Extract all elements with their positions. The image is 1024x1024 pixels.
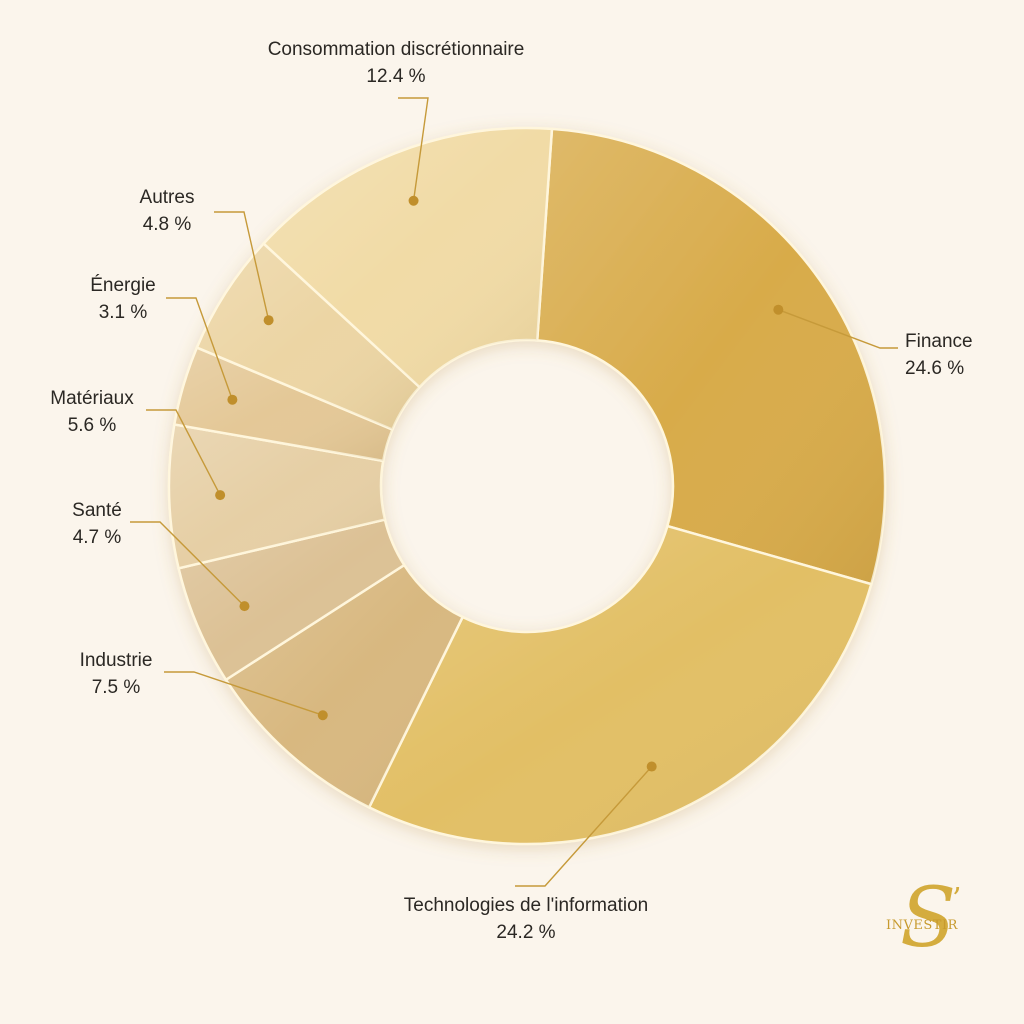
leader-line-energie <box>166 297 234 400</box>
slice-name: Finance <box>905 331 973 352</box>
slice-name: Santé <box>72 500 122 521</box>
leader-dot-consommation-discretionnaire <box>408 195 419 206</box>
leader-dot-materiaux <box>215 490 226 501</box>
leader-dot-industrie <box>317 710 328 721</box>
slice-label-industrie: Industrie 7.5 % <box>70 647 162 701</box>
slice-name: Matériaux <box>50 388 134 409</box>
slice-name: Technologies de l'information <box>403 895 649 916</box>
slice-value: 5.6 % <box>67 415 117 436</box>
leader-line-autres <box>214 211 270 321</box>
slice-label-finance: Finance 24.6 % <box>905 328 973 382</box>
logo-letter: S <box>900 871 957 966</box>
slice-label-consommation: Consommation discrétionnaire 12.4 % <box>236 36 556 90</box>
leader-dot-sante <box>239 601 250 612</box>
slice-value: 3.1 % <box>98 302 148 323</box>
leader-line-materiaux <box>146 409 221 496</box>
leader-line-consommation-discretionnaire <box>398 97 429 201</box>
slice-name: Industrie <box>79 650 153 671</box>
leader-dot-autres <box>263 315 274 326</box>
slice-label-technologies: Technologies de l'information 24.2 % <box>376 892 676 946</box>
slice-value: 12.4 % <box>366 66 426 87</box>
slice-sheen-sante <box>178 519 405 680</box>
logo-apostrophe: ’ <box>952 882 962 917</box>
slice-value: 24.6 % <box>905 358 965 379</box>
slice-sheen-industrie <box>225 565 463 808</box>
slice-label-energie: Énergie 3.1 % <box>82 272 164 326</box>
slice-label-materiaux: Matériaux 5.6 % <box>42 385 142 439</box>
slice-name: Énergie <box>90 275 156 296</box>
slice-value: 24.2 % <box>496 922 556 943</box>
leader-dot-finance <box>773 304 784 315</box>
slice-name: Autres <box>139 187 195 208</box>
slice-sheen-technologies-de-l-information <box>369 526 872 844</box>
slice-value: 7.5 % <box>91 677 141 698</box>
leader-line-sante <box>130 521 245 607</box>
leader-line-technologies-de-l-information <box>515 766 653 887</box>
leader-line-industrie <box>164 671 324 716</box>
slice-label-autres: Autres 4.8 % <box>130 184 204 238</box>
brand-logo: S ’ INVESTIR <box>884 874 984 970</box>
slice-sheen-autres <box>196 243 420 430</box>
slice-sheen-materiaux <box>168 424 385 569</box>
slice-sheen-consommation-discretionnaire <box>263 127 552 388</box>
leader-dot-technologies-de-l-information <box>646 761 657 772</box>
leader-dot-energie <box>227 394 238 405</box>
leader-line-finance <box>778 309 898 349</box>
slice-name: Consommation discrétionnaire <box>267 39 525 60</box>
slice-value: 4.8 % <box>142 214 192 235</box>
slice-value: 4.7 % <box>72 527 122 548</box>
slice-sheen-finance <box>537 128 885 585</box>
slice-label-sante: Santé 4.7 % <box>64 497 130 551</box>
logo-text: INVESTIR <box>886 918 958 933</box>
slice-sheen-energie <box>174 347 393 461</box>
